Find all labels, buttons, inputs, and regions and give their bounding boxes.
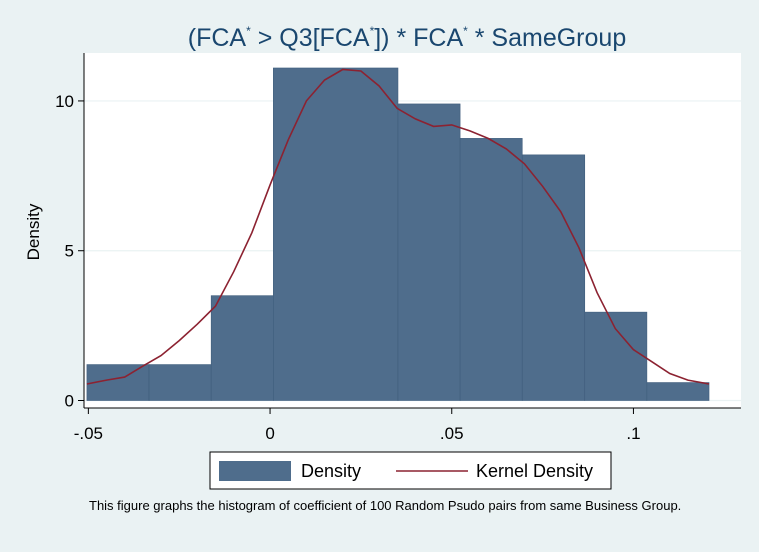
chart-title: (FCA* > Q3[FCA*]) * FCA* * SameGroup bbox=[188, 24, 626, 52]
title-segment: (FCA bbox=[188, 24, 247, 52]
title-segment: ]) * FCA bbox=[374, 24, 463, 52]
y-axis-title: Density bbox=[24, 203, 43, 260]
title-superscript: * bbox=[246, 24, 251, 38]
y-tick-label-0: 0 bbox=[65, 392, 74, 411]
title-segment: > Q3[FCA bbox=[251, 24, 370, 52]
histogram-bar-5 bbox=[459, 138, 523, 401]
legend-kde-label: Kernel Density bbox=[476, 461, 593, 481]
histogram-bar-1 bbox=[148, 364, 212, 401]
legend-density-swatch bbox=[219, 461, 291, 481]
y-tick-label-1: 5 bbox=[65, 242, 74, 261]
figure-note: This figure graphs the histogram of coef… bbox=[89, 498, 682, 513]
x-tick-label-0: -.05 bbox=[74, 424, 103, 443]
legend: Density Kernel Density bbox=[209, 451, 612, 490]
title-superscript: * bbox=[370, 24, 375, 38]
title-segment: * SameGroup bbox=[468, 24, 626, 52]
title-superscript: * bbox=[463, 24, 468, 38]
chart-title-text: (FCA* > Q3[FCA*]) * FCA* * SameGroup bbox=[188, 24, 626, 52]
legend-density-label: Density bbox=[301, 461, 361, 481]
histogram-bar-2 bbox=[210, 295, 274, 401]
kernel-density-line bbox=[86, 68, 710, 385]
x-tick-label-2: .05 bbox=[440, 424, 464, 443]
histogram-bar-8 bbox=[646, 382, 710, 401]
x-tick-label-1: 0 bbox=[265, 424, 274, 443]
histogram-bar-6 bbox=[521, 154, 586, 401]
x-tick-label-3: .1 bbox=[626, 424, 640, 443]
histogram-bars bbox=[86, 67, 710, 401]
histogram-bar-4 bbox=[397, 103, 461, 401]
histogram-bar-7 bbox=[584, 311, 648, 401]
y-tick-label-2: 10 bbox=[55, 92, 74, 111]
histogram-bar-3 bbox=[273, 67, 399, 401]
